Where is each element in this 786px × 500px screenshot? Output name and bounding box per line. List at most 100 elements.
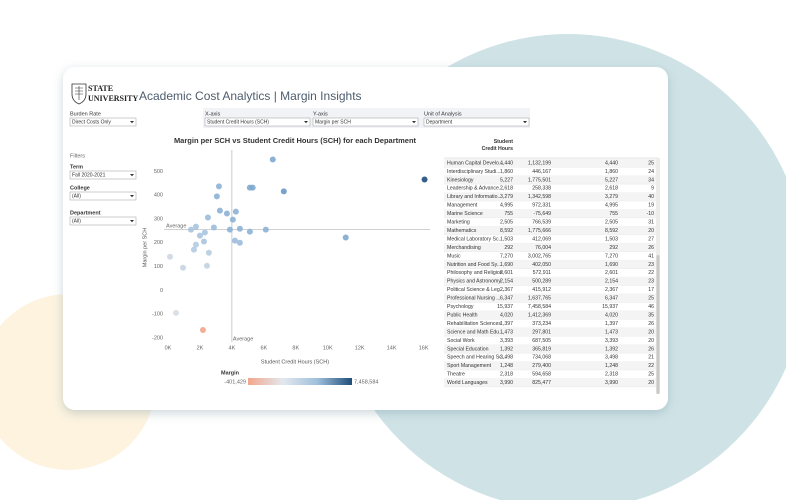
cell-value: 20 <box>648 338 654 344</box>
dropdown[interactable]: Margin per SCH <box>312 117 419 127</box>
cell-value: 26 <box>648 321 654 327</box>
scatter-point[interactable] <box>210 224 217 231</box>
scatter-point[interactable] <box>201 229 208 236</box>
dropdown-box[interactable] <box>69 117 137 127</box>
scatter-point[interactable] <box>196 232 203 239</box>
scatter-point[interactable] <box>216 207 223 214</box>
cell-value: 17 <box>648 287 654 293</box>
row-band <box>444 243 656 252</box>
scatter-point[interactable] <box>215 183 222 190</box>
row-band <box>444 209 656 218</box>
scatter-point[interactable] <box>172 309 179 316</box>
cell-value: 26 <box>648 346 654 352</box>
scatter-point[interactable] <box>229 216 236 223</box>
cell-value: 1,860 <box>605 169 618 175</box>
scatter-point[interactable] <box>192 223 199 230</box>
cell-value: 412,069 <box>532 236 551 242</box>
row-band <box>444 158 656 168</box>
dropdown-arrow[interactable] <box>304 121 308 124</box>
cell-value: 292 <box>609 245 618 251</box>
scatter-point[interactable] <box>180 264 187 271</box>
dropdown-arrow[interactable] <box>130 121 134 124</box>
cell-value: 46 <box>648 304 654 310</box>
control-label: X-axis <box>205 111 221 117</box>
cell-value: 4,020 <box>500 312 513 318</box>
cell-value: 3,393 <box>605 338 618 344</box>
cell-value: 76,004 <box>535 245 551 251</box>
scatter-point[interactable] <box>269 156 276 163</box>
cell-value: 755 <box>504 211 513 217</box>
dropdown-arrow[interactable] <box>523 121 527 124</box>
dropdown-box[interactable] <box>69 170 137 180</box>
cell-value: 6,347 <box>500 296 513 302</box>
scatter-point[interactable] <box>213 193 220 200</box>
cell-value: 2,601 <box>605 270 618 276</box>
dropdown[interactable]: (All) <box>69 191 137 201</box>
scatter-point[interactable] <box>236 239 243 246</box>
cell-value: 1,248 <box>500 363 513 369</box>
cell-value: 20 <box>648 329 654 335</box>
dropdown-box[interactable] <box>204 117 311 127</box>
dropdown-arrow[interactable] <box>130 220 134 223</box>
cell-value: 3,279 <box>605 194 618 200</box>
scatter-point[interactable] <box>236 225 243 232</box>
row-label: Leadership & Advance... <box>447 186 503 192</box>
row-label: Human Capital Develo... <box>447 160 503 166</box>
dropdown[interactable]: Fall 2020-2021 <box>69 170 137 180</box>
dropdown-value[interactable]: (All) <box>72 219 81 225</box>
row-label: Speech and Hearing Sc... <box>447 355 506 361</box>
scatter-point[interactable] <box>246 184 253 191</box>
cell-value: 446,167 <box>532 169 551 175</box>
scatter-point[interactable] <box>342 234 349 241</box>
dropdown-box[interactable] <box>312 117 419 127</box>
scatter-point[interactable] <box>232 208 239 215</box>
scatter-point[interactable] <box>187 226 194 233</box>
scatter-point[interactable] <box>421 176 428 183</box>
row-band <box>444 293 656 303</box>
row-label: Political Science & Leg... <box>447 287 504 293</box>
y-tick-label: -100 <box>152 312 163 318</box>
cell-value: 1,860 <box>500 169 513 175</box>
scatter-point[interactable] <box>199 327 206 334</box>
scatter-point[interactable] <box>223 210 230 217</box>
dropdown-box[interactable] <box>69 191 137 201</box>
scatter-point[interactable] <box>203 262 210 269</box>
colorbar <box>248 378 352 385</box>
dropdown-arrow[interactable] <box>412 121 416 124</box>
scatter-point[interactable] <box>226 226 233 233</box>
x-tick-label: 6K <box>260 345 267 351</box>
dropdown-arrow[interactable] <box>130 174 134 177</box>
dropdown-box[interactable] <box>423 117 530 127</box>
cell-value: 972,331 <box>532 203 551 209</box>
dropdown[interactable]: Direct Costs Only <box>69 117 137 127</box>
dropdown[interactable]: Student Credit Hours (SCH) <box>204 117 311 127</box>
cell-value: 9 <box>651 186 654 192</box>
scatter-point[interactable] <box>280 188 287 195</box>
dropdown-value[interactable]: Direct Costs Only <box>72 120 111 126</box>
scatter-point[interactable] <box>231 237 238 244</box>
scatter-point[interactable] <box>166 253 173 260</box>
dropdown-value[interactable]: Fall 2020-2021 <box>72 173 106 179</box>
scatter-point[interactable] <box>190 246 197 253</box>
dropdown-box[interactable] <box>69 216 137 226</box>
dropdown[interactable]: (All) <box>69 216 137 226</box>
row-label: Nutrition and Food Sy... <box>447 262 501 268</box>
dropdown-value[interactable]: (All) <box>72 194 81 200</box>
cell-value: 5,227 <box>605 177 618 183</box>
cell-value: 3,393 <box>500 338 513 344</box>
scatter-point[interactable] <box>192 241 199 248</box>
dropdown-arrow[interactable] <box>130 195 134 198</box>
scrollbar-thumb[interactable] <box>656 255 660 394</box>
dropdown-value[interactable]: Department <box>426 120 453 126</box>
scatter-point[interactable] <box>246 228 253 235</box>
cell-value: 2,618 <box>605 186 618 192</box>
cell-value: 1,392 <box>500 346 513 352</box>
cell-value: 365,819 <box>532 346 551 352</box>
dropdown[interactable]: Department <box>423 117 530 127</box>
scatter-point[interactable] <box>262 226 269 233</box>
scatter-point[interactable] <box>204 214 211 221</box>
scatter-point[interactable] <box>200 238 207 245</box>
dropdown-value[interactable]: Student Credit Hours (SCH) <box>207 120 269 126</box>
scatter-point[interactable] <box>205 249 212 256</box>
dropdown-value[interactable]: Margin per SCH <box>315 120 351 126</box>
